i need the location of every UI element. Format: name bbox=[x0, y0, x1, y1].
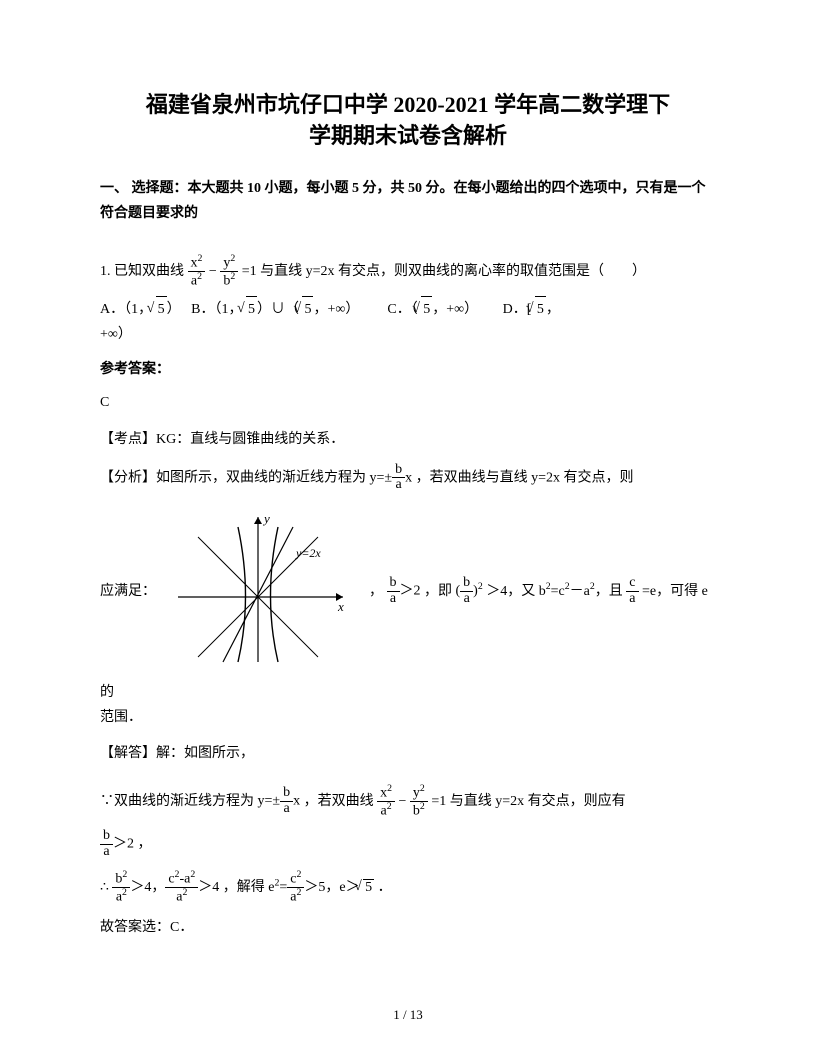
fenxi-row2-prefix: 应满足： bbox=[100, 584, 156, 599]
sqrt5-5: 5 bbox=[531, 302, 546, 317]
q1-prefix: 1. 已知双曲线 bbox=[100, 264, 184, 279]
opt-b-prefix: B．（1， bbox=[191, 302, 242, 317]
kaodian: 【考点】KG：直线与圆锥曲线的关系． bbox=[100, 427, 716, 452]
fenxi-line2: 应满足： y x y=2x ， ba＞2 ，即 (ba)2 ＞4，又 b2=c2… bbox=[100, 503, 716, 731]
fenxi-row2-mid3: ＞4，又 b bbox=[486, 584, 546, 599]
opt-d-suffix: ， bbox=[546, 302, 560, 317]
fenxi-prefix: 【分析】如图所示，双曲线的渐近线方程为 bbox=[100, 470, 366, 485]
opt-a-suffix: ） bbox=[167, 302, 181, 317]
jieda-label: 【解答】解：如图所示， bbox=[100, 741, 716, 766]
q1-mid: 与直线 y=2x 有交点，则双曲线的离心率的取值范围是（ ） bbox=[260, 264, 646, 279]
e2-formula: e2=c2a2＞5，e＞ 5 bbox=[268, 870, 374, 906]
fenxi-row2-mid1: ， bbox=[369, 584, 383, 599]
question-1: 1. 已知双曲线 x2a2 − y2b2 =1 与直线 y=2x 有交点，则双曲… bbox=[100, 254, 716, 290]
opt-b-suffix: ，+∞） bbox=[313, 302, 359, 317]
asymptote-formula-2: y=±bax bbox=[258, 786, 301, 816]
jieda-line3: ∴ b2a2＞4，c2-a2a2＞4 ，解得 e2=c2a2＞5，e＞ 5 ． bbox=[100, 870, 716, 906]
title-line-1: 福建省泉州市坑仔口中学 2020-2021 学年高二数学理下 bbox=[146, 92, 670, 117]
b-over-a-gt2-2: ba＞2 bbox=[100, 829, 134, 859]
b-over-a-squared: (ba)2 bbox=[456, 576, 483, 606]
opt-d-end: +∞） bbox=[100, 327, 132, 342]
fenxi-row2-mid4: =c bbox=[551, 584, 565, 599]
hyperbola-graph: y x y=2x bbox=[168, 507, 358, 676]
jieda-line1-prefix: ∵双曲线的渐近线方程为 bbox=[100, 794, 254, 809]
jieda-line3-suffix: ． bbox=[378, 880, 392, 895]
jieda-line1-suffix: 与直线 y=2x 有交点，则应有 bbox=[450, 794, 626, 809]
title-line-2: 学期期末试卷含解析 bbox=[309, 123, 507, 148]
sqrt5-4: 5 bbox=[418, 302, 433, 317]
page-title: 福建省泉州市坑仔口中学 2020-2021 学年高二数学理下 学期期末试卷含解析 bbox=[100, 90, 716, 152]
fenxi-row2-end: 范围． bbox=[100, 710, 142, 725]
sqrt5-1: 5 bbox=[152, 302, 167, 317]
y-axis-label: y bbox=[262, 511, 270, 526]
opt-c-suffix: ，+∞） bbox=[432, 302, 478, 317]
answer-label: 参考答案： bbox=[100, 357, 716, 382]
line-label: y=2x bbox=[295, 546, 321, 560]
options: A．（1， 5） B．（1， 5）∪（ 5，+∞） C．（ 5，+∞） D．[ … bbox=[100, 296, 716, 347]
fenxi-mid: ，若双曲线与直线 y=2x 有交点，则 bbox=[416, 470, 634, 485]
b2-over-a2-gt4: b2a2＞4，c2-a2a2＞4 bbox=[112, 870, 219, 906]
b-over-a-gt2: ba＞2 bbox=[387, 576, 421, 606]
opt-a-prefix: A．（1， bbox=[100, 302, 152, 317]
jieda-line2: ba＞2 ， bbox=[100, 829, 716, 859]
jieda-line3-prefix: ∴ bbox=[100, 880, 109, 895]
sqrt5-3: 5 bbox=[299, 302, 314, 317]
jieda-line1-mid: ，若双曲线 bbox=[304, 794, 374, 809]
sqrt5-2: 5 bbox=[242, 302, 257, 317]
x-axis-label: x bbox=[337, 599, 344, 614]
page-number: 1 / 13 bbox=[0, 1003, 816, 1026]
hyperbola-formula: x2a2 − y2b2 =1 bbox=[188, 254, 257, 290]
jieda-line3-mid: ，解得 bbox=[223, 880, 265, 895]
hyperbola-formula-2: x2a2 − y2b2 =1 bbox=[377, 784, 446, 820]
jieda-line1: ∵双曲线的渐近线方程为 y=±bax ，若双曲线 x2a2 − y2b2 =1 … bbox=[100, 784, 716, 820]
conclusion: 故答案选：C． bbox=[100, 915, 716, 940]
fenxi-row2-mid2: ，即 bbox=[424, 584, 452, 599]
section-header: 一、 选择题：本大题共 10 小题，每小题 5 分，共 50 分。在每小题给出的… bbox=[100, 176, 716, 226]
c-over-a: ca bbox=[626, 576, 638, 606]
asymptote-formula: y=±bax bbox=[370, 463, 413, 493]
answer-letter: C bbox=[100, 390, 716, 415]
jieda-line2-suffix: ， bbox=[138, 837, 152, 852]
fenxi-line1: 【分析】如图所示，双曲线的渐近线方程为 y=±bax ，若双曲线与直线 y=2x… bbox=[100, 463, 716, 493]
fenxi-row2-mid5: －a bbox=[570, 584, 590, 599]
fenxi-row2-mid6: ，且 bbox=[595, 584, 623, 599]
